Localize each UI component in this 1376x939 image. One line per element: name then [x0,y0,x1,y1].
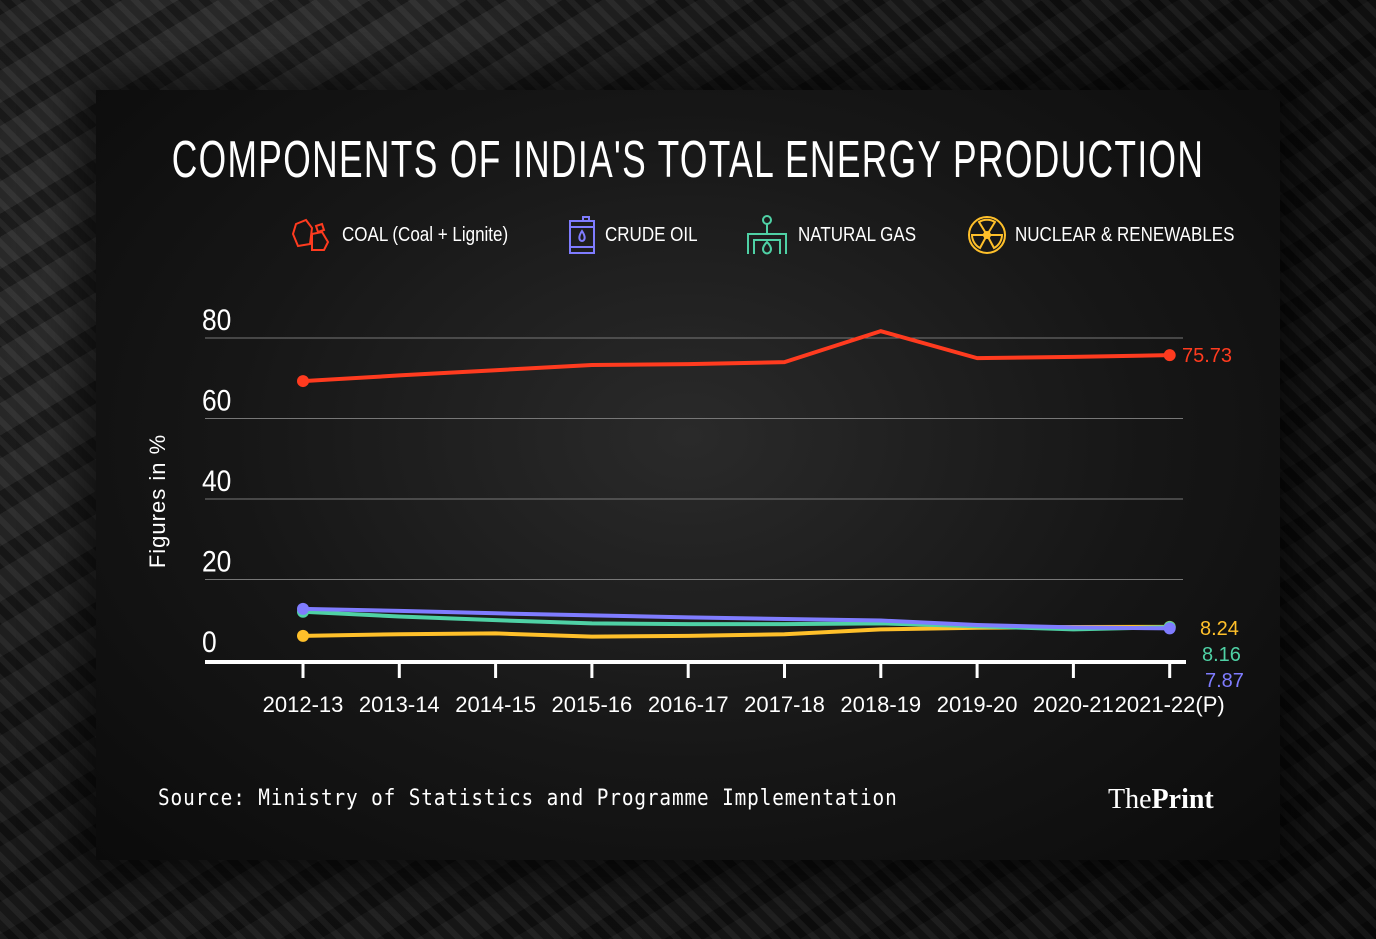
x-tick-label: 2018-19 [840,692,921,717]
data-point-end [1163,622,1176,635]
data-point-start [297,375,309,388]
x-tick-label: 2013-14 [359,692,440,717]
x-tick-label: 2015-16 [552,692,633,717]
y-tick-label: 20 [202,544,231,578]
oil-barrel-icon [569,216,596,254]
series-line-1 [302,606,1170,631]
legend: COAL (Coal + Lignite) CRUDE OIL NATURAL … [290,214,1274,256]
source-note: Source: Ministry of Statistics and Progr… [158,786,898,811]
x-tick-label: 2020-21 [1033,692,1114,717]
series-line-0 [302,329,1170,384]
end-value-label: 8.16 [1202,644,1241,666]
gas-pipe-flame-icon [747,215,788,255]
end-value-label: 8.24 [1200,618,1239,640]
y-tick-label: 0 [202,624,217,658]
radiation-icon [968,216,1007,254]
y-tick-label: 40 [202,463,231,497]
end-value-label: 75.73 [1182,345,1232,367]
data-point-start [297,602,309,615]
x-tick-label: 2021-22(P) [1115,692,1225,717]
x-tick-label: 2019-20 [937,692,1018,717]
legend-nuclear-renewables: NUCLEAR & RENEWABLES [967,215,1273,255]
x-tick-label: 2014-15 [455,692,536,717]
coal-icon [291,218,330,251]
end-value-label: 7.87 [1205,670,1244,692]
theprint-logo: ThePrint [1108,784,1214,815]
x-tick-label: 2017-18 [744,692,825,717]
x-tick-label: 2016-17 [648,692,729,717]
legend-crude-oil: CRUDE OIL [567,215,714,255]
chart-panel [96,90,1280,860]
chart-title: COMPONENTS OF INDIA'S TOTAL ENERGY PRODU… [171,131,1205,189]
data-point-end [1163,349,1176,362]
y-tick-label: 80 [202,302,231,336]
legend-natural-gas: NATURAL GAS [744,214,937,256]
x-tick-label: 2012-13 [263,692,344,717]
y-tick-label: 60 [202,383,231,417]
legend-coal: COAL (Coal + Lignite) [290,216,537,254]
data-point-start [297,629,309,642]
